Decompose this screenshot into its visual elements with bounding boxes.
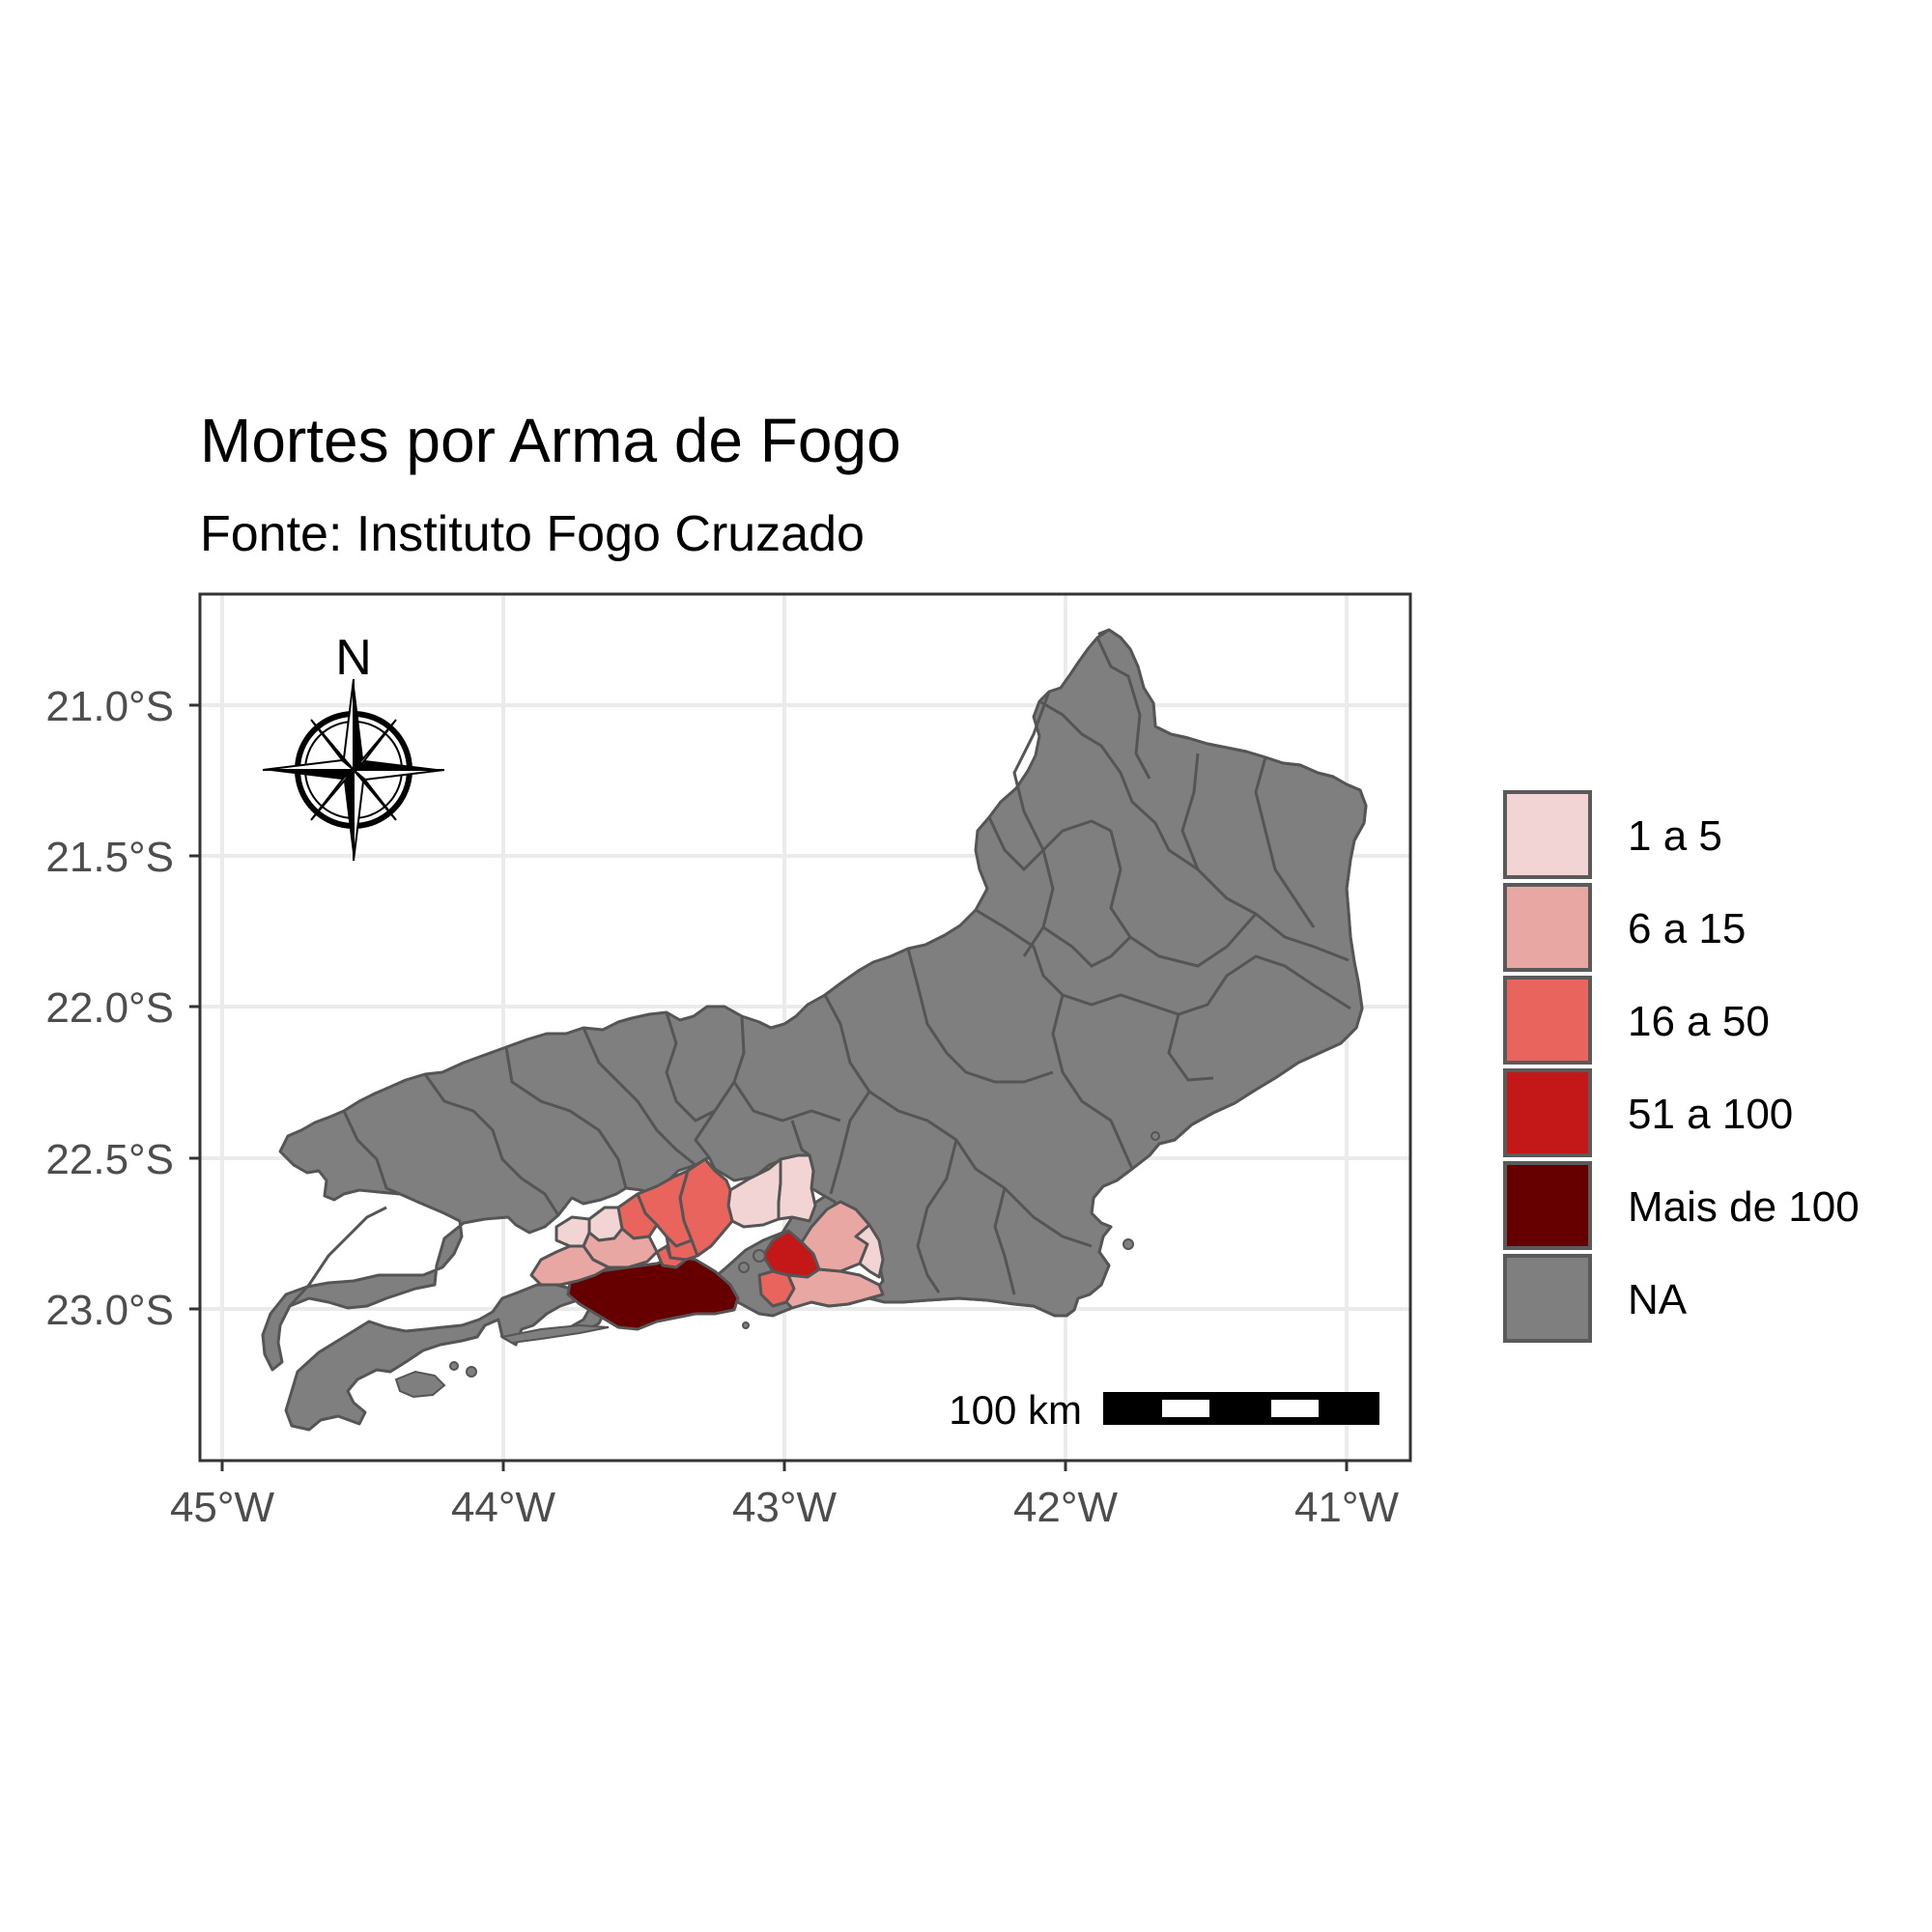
north-label: N (335, 630, 372, 686)
boundary-line (916, 1139, 958, 1293)
boundary-line (823, 994, 1093, 1248)
north-arrow: N (262, 630, 445, 862)
boundary-line (1109, 830, 1258, 968)
x-axis: 45°W 44°W 43°W 42°W 41°W (170, 1461, 1400, 1531)
y-tick-label: 22.5°S (45, 1136, 174, 1183)
x-tick-label: 43°W (732, 1484, 838, 1531)
legend-label: NA (1628, 1276, 1688, 1323)
x-tick-label: 44°W (451, 1484, 556, 1531)
boundary-line (1095, 637, 1151, 780)
boundary-line (342, 1110, 401, 1196)
panel-border (198, 592, 1412, 1463)
legend: 1 a 5 6 a 15 16 a 50 51 a 100 Mais de 10… (1503, 790, 1860, 1343)
boundary-line (829, 1091, 871, 1195)
legend-label: 16 a 50 (1628, 998, 1770, 1045)
scale-bar-segment (1271, 1400, 1319, 1417)
island-ilha-grande (394, 1370, 446, 1399)
island-dot (466, 1366, 477, 1378)
boundary-line (1012, 691, 1055, 957)
boundary-line (288, 1206, 387, 1308)
compass-rose-icon (262, 678, 445, 862)
scale-bar-segment (1162, 1400, 1209, 1417)
islands (394, 1131, 1160, 1399)
scale-bar-label: 100 km (949, 1387, 1082, 1433)
y-tick-label: 23.0°S (45, 1287, 174, 1334)
legend-swatch-mais-de-100 (1503, 1161, 1592, 1250)
scale-bar-frame (1103, 1392, 1379, 1425)
legend-swatch-1-a-5 (1503, 790, 1592, 879)
legend-label: 6 a 15 (1628, 905, 1746, 952)
island-dot (1151, 1131, 1160, 1141)
region-16-50-mesquita (655, 1244, 688, 1269)
map-title: Mortes por Arma de Fogo (200, 406, 901, 475)
boundary-line (993, 1187, 1016, 1295)
y-tick-label: 21.5°S (45, 834, 174, 881)
boundary-line (694, 1081, 736, 1158)
x-tick-label: 45°W (170, 1484, 275, 1531)
region-na-body (261, 628, 1368, 1372)
legend-swatch-6-a-15 (1503, 883, 1592, 972)
y-axis: 21.0°S 21.5°S 22.0°S 22.5°S 23.0°S (45, 683, 200, 1334)
region-6-15-itaguai (529, 1244, 611, 1287)
region-1-5-guapimirim (777, 1153, 817, 1223)
island-dot (753, 1249, 766, 1263)
boundary-line (665, 1011, 716, 1122)
island-dot (742, 1321, 750, 1329)
boundary-line (1167, 1013, 1214, 1082)
region-1-5-paracambi (554, 1215, 591, 1248)
state-rio-de-janeiro (261, 628, 1368, 1432)
boundary-line (790, 1120, 810, 1157)
region-1-5-tangua (854, 1223, 885, 1279)
boundary-line (1180, 753, 1350, 962)
legend-label: 51 a 100 (1628, 1091, 1793, 1138)
boundary-line (423, 1073, 560, 1216)
boundary-line (987, 816, 1112, 872)
boundary-line (1254, 756, 1316, 928)
legend-label: Mais de 100 (1628, 1183, 1860, 1231)
boundary-line (504, 1046, 628, 1189)
island-dot (1122, 1238, 1134, 1250)
y-tick-label: 22.0°S (45, 984, 174, 1032)
legend-label: 1 a 5 (1628, 812, 1722, 860)
map-subtitle: Fonte: Instituto Fogo Cruzado (200, 506, 865, 562)
boundary-line (582, 1027, 696, 1167)
map-panel (198, 592, 1412, 1463)
legend-swatch-51-a-100 (1503, 1068, 1592, 1157)
island-dot (449, 1361, 459, 1371)
boundary-line (732, 1015, 841, 1122)
x-tick-label: 41°W (1294, 1484, 1400, 1531)
municipal-boundaries (288, 637, 1351, 1308)
scale-bar: 100 km (949, 1387, 1379, 1433)
boundary-line (1042, 925, 1132, 968)
x-tick-label: 42°W (1013, 1484, 1119, 1531)
legend-swatch-na (1503, 1254, 1592, 1343)
y-tick-label: 21.0°S (45, 683, 174, 730)
boundary-line (906, 948, 1054, 1084)
boundary-line (1051, 994, 1134, 1170)
island-marambaia (499, 1323, 610, 1345)
legend-swatch-16-a-50 (1503, 976, 1592, 1065)
boundary-line (975, 908, 1351, 1016)
boundary-line (1038, 699, 1199, 871)
island-dot (738, 1262, 750, 1273)
